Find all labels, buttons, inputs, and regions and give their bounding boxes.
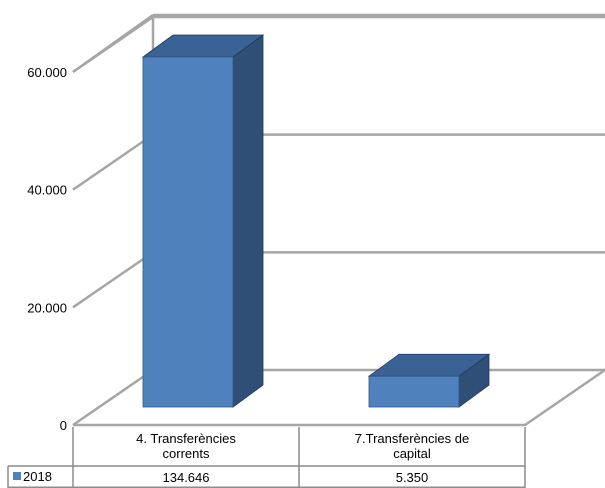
category-label: 4. Transferències: [136, 431, 236, 446]
bar-front: [368, 375, 460, 408]
category-label: capital: [393, 446, 431, 461]
y-axis: 0 20.000 40.000 60.000: [27, 65, 67, 433]
data-value-cell: 134.646: [163, 470, 210, 485]
bar-front: [142, 56, 234, 408]
bar-0: [141, 34, 265, 408]
y-tick-label: 20.000: [27, 300, 67, 315]
legend-swatch: [13, 472, 21, 480]
y-tick-label: 40.000: [27, 183, 67, 198]
bars-layer: [141, 34, 491, 408]
bar-side: [232, 34, 264, 408]
category-label: corrents: [163, 446, 210, 461]
category-label: 7.Transferències de: [355, 431, 469, 446]
legend-series-name: 2018: [23, 469, 52, 484]
gridline-3: [72, 15, 605, 74]
y-tick-label: 60.000: [27, 65, 67, 80]
y-tick-label: 0: [60, 418, 67, 433]
bar-1: [367, 353, 491, 408]
floor-front-edge: [73, 368, 605, 427]
data-value-cell: 5.350: [396, 470, 429, 485]
